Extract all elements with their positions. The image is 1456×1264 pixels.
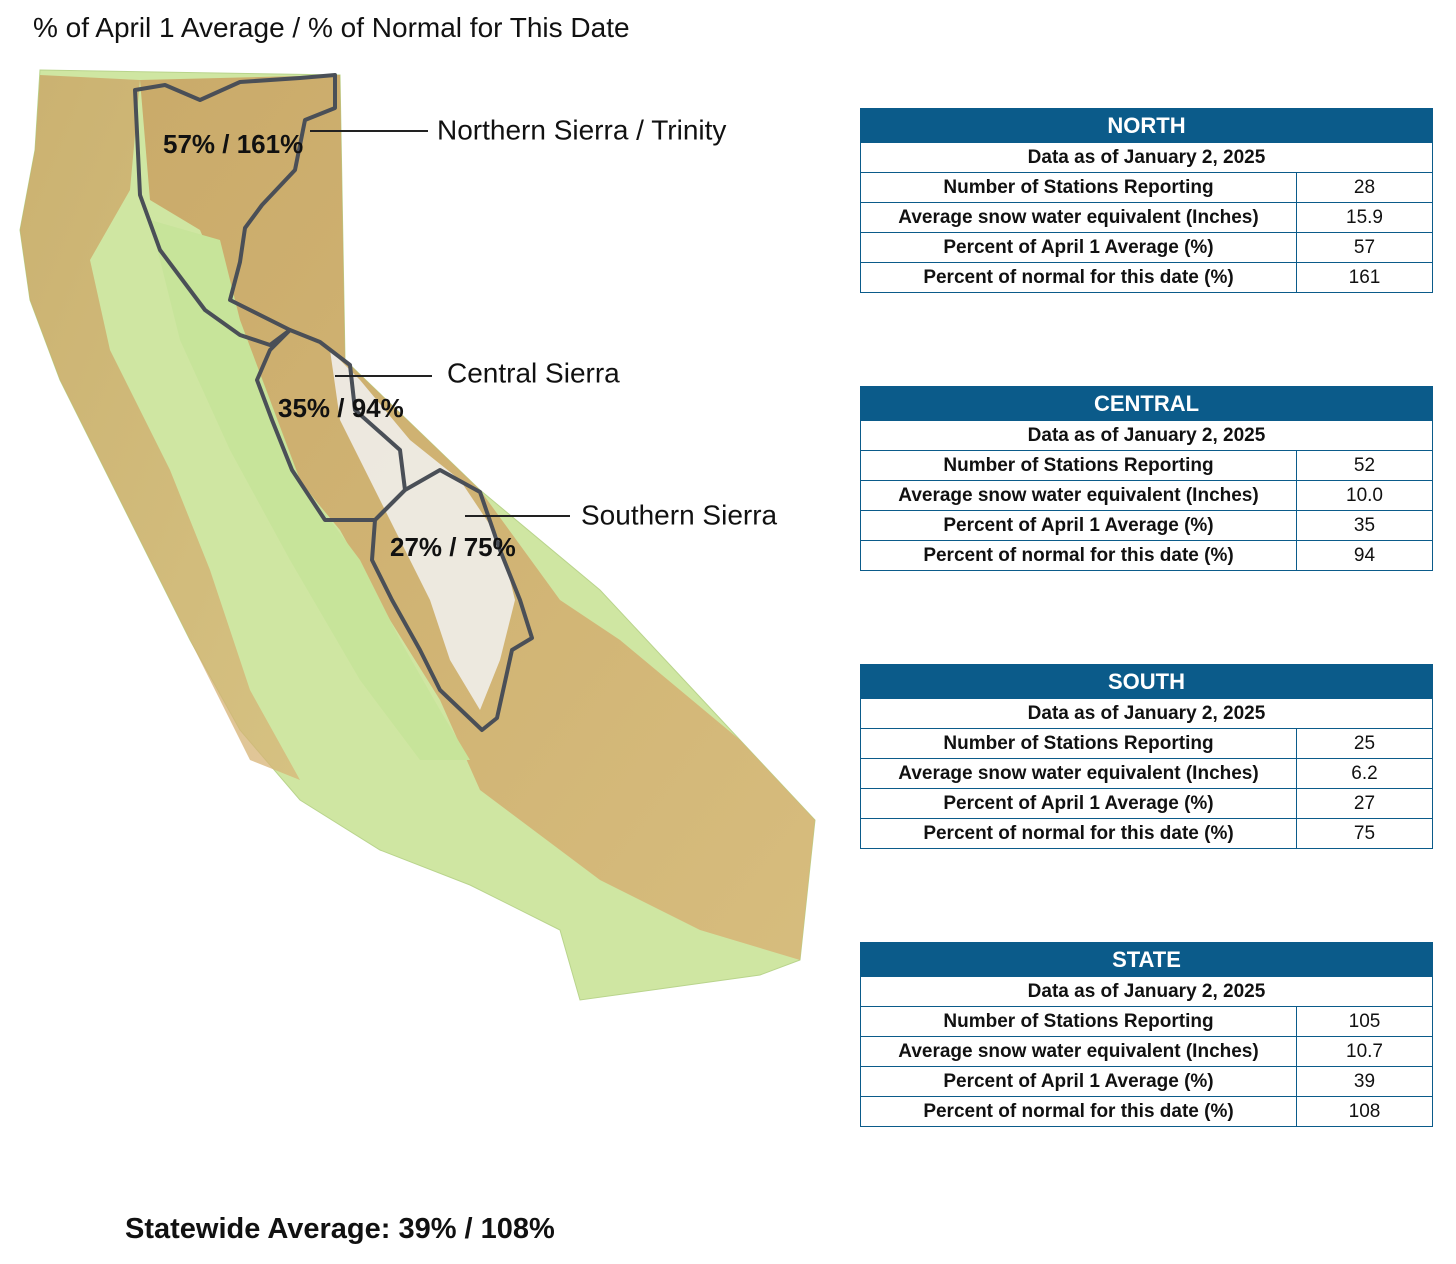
row-value: 6.2 <box>1296 758 1433 789</box>
row-value: 161 <box>1296 262 1433 293</box>
row-value: 25 <box>1296 728 1433 759</box>
row-value: 52 <box>1296 450 1433 481</box>
row-label: Number of Stations Reporting <box>860 1006 1297 1037</box>
table-date: Data as of January 2, 2025 <box>860 698 1433 729</box>
table-title: CENTRAL <box>860 386 1433 421</box>
table-row: Percent of normal for this date (%) 161 <box>860 262 1433 293</box>
row-label: Average snow water equivalent (Inches) <box>860 758 1297 789</box>
table-title: SOUTH <box>860 664 1433 699</box>
table-header-row: CENTRAL <box>860 386 1433 421</box>
table-row: Number of Stations Reporting 25 <box>860 728 1433 759</box>
region-outline-south <box>370 468 534 732</box>
row-value: 15.9 <box>1296 202 1433 233</box>
row-label: Average snow water equivalent (Inches) <box>860 1036 1297 1067</box>
table-row: Average snow water equivalent (Inches) 6.… <box>860 758 1433 789</box>
row-label: Percent of normal for this date (%) <box>860 540 1297 571</box>
row-value: 108 <box>1296 1096 1433 1127</box>
table-row: Number of Stations Reporting 52 <box>860 450 1433 481</box>
table-row: Average snow water equivalent (Inches) 15… <box>860 202 1433 233</box>
table-row: Percent of April 1 Average (%) 39 <box>860 1066 1433 1097</box>
row-label: Percent of April 1 Average (%) <box>860 510 1297 541</box>
table-date-row: Data as of January 2, 2025 <box>860 976 1433 1007</box>
data-table: CENTRAL Data as of January 2, 2025 Number … <box>860 386 1433 571</box>
row-label: Number of Stations Reporting <box>860 728 1297 759</box>
region-outline-north <box>133 73 337 347</box>
table-date: Data as of January 2, 2025 <box>860 142 1433 173</box>
page-title: % of April 1 Average / % of Normal for T… <box>33 12 630 43</box>
region-name: Southern Sierra <box>581 499 778 530</box>
row-value: 10.7 <box>1296 1036 1433 1067</box>
region-value-label: 57% / 161% <box>163 129 303 159</box>
table-row: Percent of normal for this date (%) 75 <box>860 818 1433 849</box>
row-label: Percent of normal for this date (%) <box>860 818 1297 849</box>
table-row: Percent of normal for this date (%) 94 <box>860 540 1433 571</box>
table-date-row: Data as of January 2, 2025 <box>860 142 1433 173</box>
table-header-row: SOUTH <box>860 664 1433 699</box>
table-row: Percent of normal for this date (%) 108 <box>860 1096 1433 1127</box>
row-value: 28 <box>1296 172 1433 203</box>
row-label: Percent of April 1 Average (%) <box>860 1066 1297 1097</box>
row-label: Average snow water equivalent (Inches) <box>860 202 1297 233</box>
table-header-row: NORTH <box>860 108 1433 143</box>
row-value: 57 <box>1296 232 1433 263</box>
table-row: Number of Stations Reporting 28 <box>860 172 1433 203</box>
coast-range <box>20 75 300 780</box>
data-table: STATE Data as of January 2, 2025 Number of… <box>860 942 1433 1127</box>
table-row: Percent of April 1 Average (%) 27 <box>860 788 1433 819</box>
row-value: 10.0 <box>1296 480 1433 511</box>
row-value: 27 <box>1296 788 1433 819</box>
row-label: Percent of normal for this date (%) <box>860 1096 1297 1127</box>
data-table: NORTH Data as of January 2, 2025 Number of… <box>860 108 1433 293</box>
table-date: Data as of January 2, 2025 <box>860 976 1433 1007</box>
table-date-row: Data as of January 2, 2025 <box>860 698 1433 729</box>
central-valley <box>150 220 470 760</box>
table-header-row: STATE <box>860 942 1433 977</box>
row-value: 39 <box>1296 1066 1433 1097</box>
row-label: Percent of normal for this date (%) <box>860 262 1297 293</box>
table-row: Percent of April 1 Average (%) 35 <box>860 510 1433 541</box>
table-row: Number of Stations Reporting 105 <box>860 1006 1433 1037</box>
table-title: NORTH <box>860 108 1433 143</box>
row-label: Percent of April 1 Average (%) <box>860 232 1297 263</box>
high-sierra-snow <box>330 350 515 710</box>
region-value-label: 35% / 94% <box>278 393 404 423</box>
row-label: Number of Stations Reporting <box>860 450 1297 481</box>
data-table: SOUTH Data as of January 2, 2025 Number of… <box>860 664 1433 849</box>
region-name: Northern Sierra / Trinity <box>437 114 726 145</box>
region-value-label: 27% / 75% <box>390 532 516 562</box>
row-label: Percent of April 1 Average (%) <box>860 788 1297 819</box>
table-title: STATE <box>860 942 1433 977</box>
row-value: 94 <box>1296 540 1433 571</box>
table-date-row: Data as of January 2, 2025 <box>860 420 1433 451</box>
row-label: Number of Stations Reporting <box>860 172 1297 203</box>
statewide-average: Statewide Average: 39% / 108% <box>125 1213 555 1245</box>
table-row: Average snow water equivalent (Inches) 10… <box>860 480 1433 511</box>
region-name: Central Sierra <box>447 357 620 388</box>
row-label: Average snow water equivalent (Inches) <box>860 480 1297 511</box>
table-date: Data as of January 2, 2025 <box>860 420 1433 451</box>
row-value: 75 <box>1296 818 1433 849</box>
table-row: Percent of April 1 Average (%) 57 <box>860 232 1433 263</box>
table-row: Average snow water equivalent (Inches) 10… <box>860 1036 1433 1067</box>
row-value: 35 <box>1296 510 1433 541</box>
california-map: 57% / 161% 35% / 94% 27% / 75% Northern … <box>19 69 816 1001</box>
row-value: 105 <box>1296 1006 1433 1037</box>
